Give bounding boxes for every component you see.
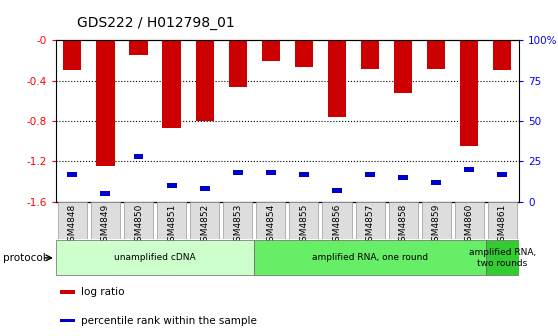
Bar [266,170,276,175]
Bar [195,40,214,121]
Bar [299,172,309,177]
Bar [431,180,441,185]
Bar [398,175,408,180]
Bar [295,40,313,67]
Bar [464,167,474,172]
Text: protocol: protocol [3,253,46,263]
Bar [63,40,81,70]
Text: GSM4854: GSM4854 [266,203,275,247]
FancyBboxPatch shape [58,202,87,239]
Bar [133,154,143,159]
Text: unamplified cDNA: unamplified cDNA [114,253,196,262]
FancyBboxPatch shape [388,202,418,239]
Text: GSM4857: GSM4857 [365,203,374,247]
Bar [262,40,280,61]
FancyBboxPatch shape [157,202,186,239]
Bar [68,172,78,177]
Bar [200,186,210,191]
Text: GSM4855: GSM4855 [300,203,309,247]
Bar [365,172,375,177]
Bar [497,172,507,177]
Text: GSM4848: GSM4848 [68,203,77,247]
Bar [162,40,181,128]
Text: GSM4850: GSM4850 [134,203,143,247]
Bar [394,40,412,93]
Bar [100,191,110,196]
FancyBboxPatch shape [455,202,484,239]
Text: GSM4861: GSM4861 [498,203,507,247]
FancyBboxPatch shape [290,202,319,239]
Bar [97,40,114,166]
Bar [167,183,176,188]
Text: amplified RNA,
two rounds: amplified RNA, two rounds [469,248,536,267]
Bar [460,40,478,146]
FancyBboxPatch shape [355,202,384,239]
Text: GSM4860: GSM4860 [465,203,474,247]
Bar [60,319,75,322]
FancyBboxPatch shape [223,202,252,239]
Bar [233,170,243,175]
FancyBboxPatch shape [488,202,517,239]
Text: log ratio: log ratio [81,287,124,297]
Bar [332,188,342,193]
Text: GSM4851: GSM4851 [167,203,176,247]
Text: GSM4858: GSM4858 [398,203,408,247]
Bar [129,40,148,55]
Bar [493,40,512,70]
FancyBboxPatch shape [254,241,486,275]
Text: GSM4849: GSM4849 [101,203,110,247]
Bar [60,290,75,294]
FancyBboxPatch shape [190,202,219,239]
FancyBboxPatch shape [256,202,285,239]
FancyBboxPatch shape [56,241,254,275]
Text: GSM4853: GSM4853 [233,203,242,247]
Bar [328,40,346,117]
FancyBboxPatch shape [91,202,120,239]
Bar [427,40,445,69]
Text: GDS222 / H012798_01: GDS222 / H012798_01 [78,16,235,30]
Bar [229,40,247,87]
Text: GSM4856: GSM4856 [333,203,341,247]
Text: amplified RNA, one round: amplified RNA, one round [312,253,428,262]
FancyBboxPatch shape [422,202,451,239]
Text: percentile rank within the sample: percentile rank within the sample [81,316,257,326]
Text: GSM4859: GSM4859 [432,203,441,247]
FancyBboxPatch shape [486,241,519,275]
FancyBboxPatch shape [323,202,352,239]
Text: GSM4852: GSM4852 [200,203,209,247]
Bar [361,40,379,69]
FancyBboxPatch shape [124,202,153,239]
